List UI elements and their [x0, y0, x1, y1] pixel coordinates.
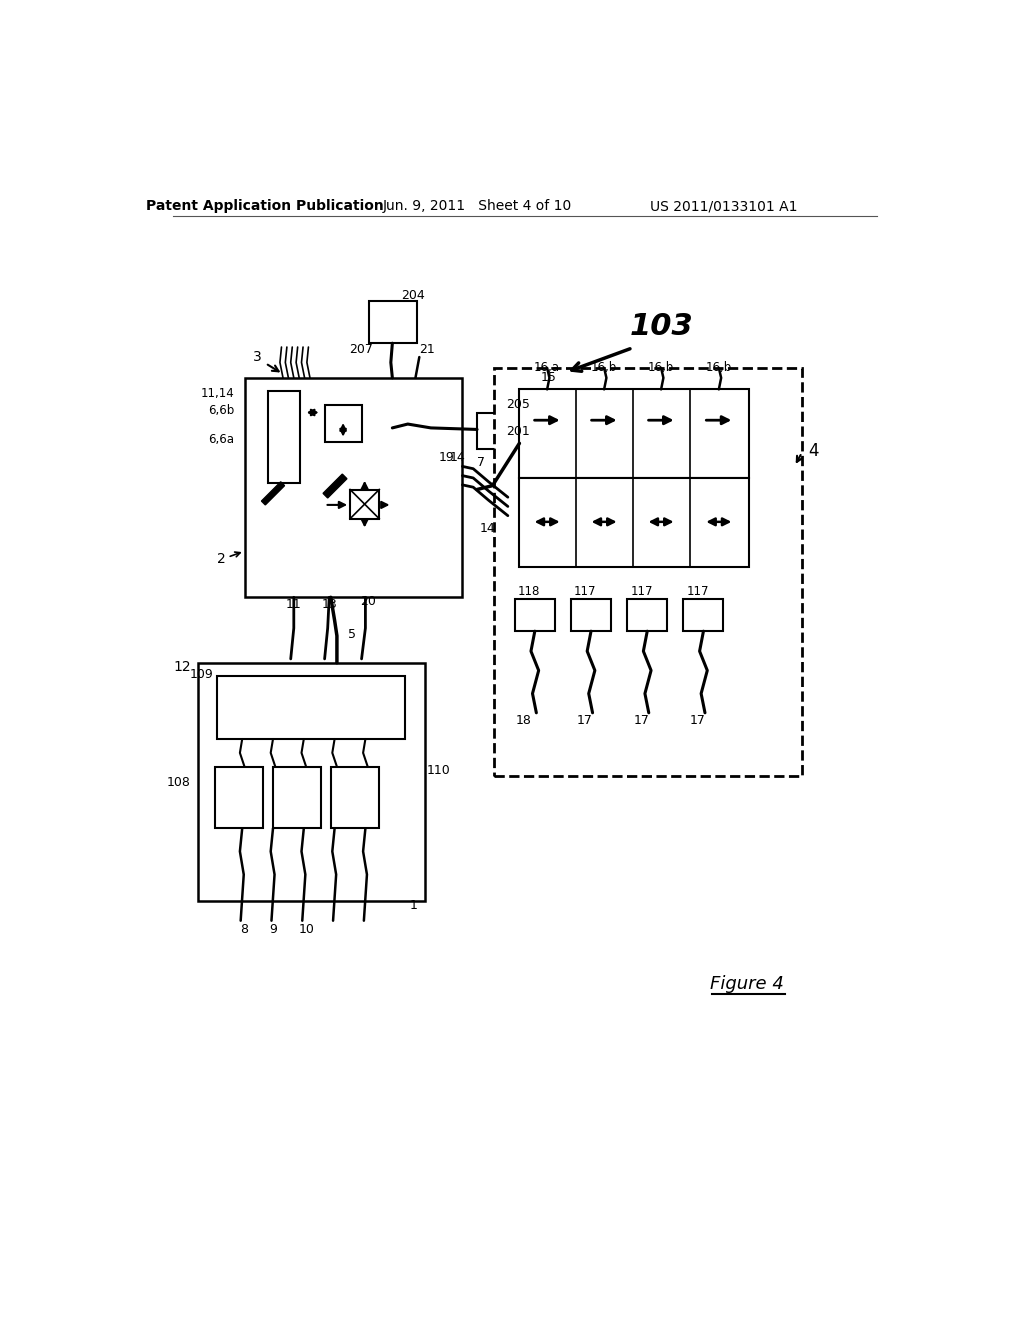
Text: 2: 2 [217, 552, 226, 566]
Text: 9: 9 [269, 924, 276, 936]
Bar [325, 405, 361, 442]
Text: 109: 109 [190, 668, 214, 681]
Text: 13: 13 [322, 598, 337, 611]
Text: 16,b: 16,b [591, 362, 617, 375]
Bar [571, 599, 611, 631]
Text: 11: 11 [286, 598, 302, 611]
Bar [245, 378, 463, 598]
Bar [683, 599, 724, 631]
Bar [331, 767, 379, 829]
Text: Patent Application Publication: Patent Application Publication [146, 199, 384, 213]
Polygon shape [261, 482, 285, 506]
Polygon shape [323, 474, 347, 498]
Text: 16,b: 16,b [648, 362, 674, 375]
Text: 21: 21 [419, 343, 435, 356]
Text: 17: 17 [690, 714, 706, 727]
Text: 18: 18 [515, 714, 531, 727]
Bar [628, 599, 668, 631]
Text: 108: 108 [167, 776, 190, 788]
Bar [370, 301, 417, 343]
Text: 110: 110 [427, 764, 451, 777]
Text: 17: 17 [634, 714, 650, 727]
Text: Figure 4: Figure 4 [710, 975, 783, 993]
Text: 4: 4 [808, 442, 818, 459]
Text: 10: 10 [298, 924, 314, 936]
Text: 17: 17 [577, 714, 593, 727]
Text: 14: 14 [450, 450, 466, 463]
Text: 16,a: 16,a [535, 362, 560, 375]
Text: 117: 117 [686, 585, 709, 598]
Text: 8: 8 [241, 924, 249, 936]
Text: 207: 207 [349, 343, 373, 356]
Text: 103: 103 [630, 312, 693, 341]
Bar [215, 767, 263, 829]
Text: 117: 117 [574, 585, 597, 598]
Text: 5: 5 [348, 628, 355, 640]
Text: 1: 1 [410, 899, 418, 912]
Bar [273, 767, 321, 829]
Bar [217, 676, 406, 739]
Text: 12: 12 [173, 660, 190, 673]
Text: 205: 205 [506, 399, 530, 412]
Text: 201: 201 [506, 425, 530, 438]
Text: 117: 117 [631, 585, 652, 598]
Text: 14: 14 [479, 521, 495, 535]
Text: 15: 15 [541, 371, 557, 384]
Text: 3: 3 [253, 350, 262, 364]
Text: 16,b: 16,b [706, 362, 732, 375]
Bar [515, 599, 555, 631]
Text: 11,14: 11,14 [201, 387, 234, 400]
Text: 19: 19 [438, 450, 454, 463]
Text: 6,6a: 6,6a [209, 433, 234, 446]
Bar [199, 663, 425, 902]
Text: US 2011/0133101 A1: US 2011/0133101 A1 [649, 199, 798, 213]
Text: 7: 7 [477, 455, 485, 469]
Bar [494, 368, 802, 776]
Bar [477, 412, 517, 449]
Bar [267, 391, 300, 483]
Text: 6,6b: 6,6b [208, 404, 234, 417]
Bar [350, 490, 379, 519]
Text: 118: 118 [518, 585, 541, 598]
Text: 204: 204 [401, 289, 425, 302]
Bar [519, 389, 749, 478]
Text: 20: 20 [359, 594, 376, 607]
Bar [519, 478, 749, 566]
Text: Jun. 9, 2011   Sheet 4 of 10: Jun. 9, 2011 Sheet 4 of 10 [382, 199, 571, 213]
